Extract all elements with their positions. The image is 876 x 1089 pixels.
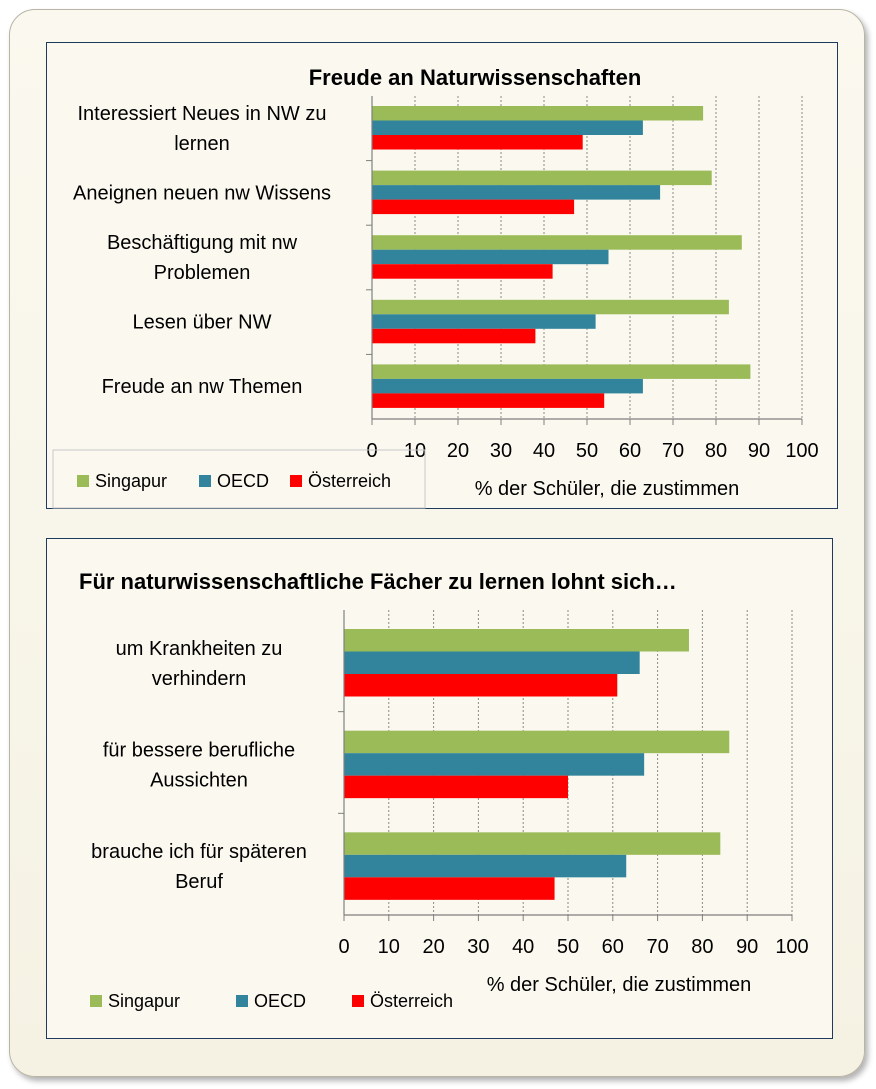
category-label: um Krankheiten zu verhindern [116, 638, 283, 690]
bar--sterreich-1 [344, 775, 568, 799]
x-tick-label: 30 [490, 440, 512, 462]
category-label: brauche ich für späteren Beruf [91, 841, 307, 893]
category-label-line: Beruf [175, 871, 223, 893]
x-tick-label: 10 [378, 936, 400, 958]
x-tick-label: 10 [404, 440, 426, 462]
x-tick-label: 70 [662, 440, 684, 462]
x-axis-label: % der Schüler, die zustimmen [487, 974, 752, 996]
bar-oecd-0 [372, 120, 643, 135]
x-tick-label: 0 [366, 440, 377, 462]
category-label: für bessere berufliche Aussichten [103, 739, 295, 791]
category-label-line: Lesen über NW [133, 312, 272, 334]
category-label-line: lernen [174, 133, 230, 155]
legend-swatch [90, 995, 102, 1007]
bar-oecd-2 [344, 854, 627, 878]
x-tick-label: 20 [422, 936, 444, 958]
category-label-line: Aneignen neuen nw Wissens [73, 182, 331, 204]
category-label-line: Beschäftigung mit nw [107, 232, 298, 254]
category-label-line: um Krankheiten zu [116, 638, 283, 660]
bar-oecd-1 [372, 185, 661, 200]
bar--sterreich-0 [344, 674, 618, 697]
bar-singapur-1 [344, 730, 730, 754]
x-tick-label: 60 [619, 440, 641, 462]
category-label-line: für bessere berufliche [103, 739, 295, 761]
legend-label: Österreich [370, 991, 453, 1011]
bar-oecd-4 [372, 378, 643, 394]
category-label-line: Freude an nw Themen [102, 376, 303, 398]
x-tick-label: 80 [705, 440, 727, 462]
bar--sterreich-2 [372, 264, 553, 279]
category-label: Beschäftigung mit nw Problemen [107, 232, 298, 284]
chart-panel-faecher: Für naturwissenschaftliche Fächer zu ler… [46, 538, 833, 1039]
x-tick-label: 20 [447, 440, 469, 462]
bar-singapur-3 [372, 299, 729, 315]
bar--sterreich-1 [372, 199, 575, 215]
category-label-line: verhindern [152, 668, 247, 690]
chart-faecher-lohnt-sich: Für naturwissenschaftliche Fächer zu ler… [79, 569, 809, 1011]
x-tick-label: 70 [646, 936, 668, 958]
category-label: Freude an nw Themen [102, 376, 303, 398]
category-label-line: Problemen [154, 262, 251, 284]
category-label: Aneignen neuen nw Wissens [73, 182, 331, 204]
legend-label: Österreich [308, 471, 391, 491]
x-tick-label: 80 [691, 936, 713, 958]
x-tick-label: 30 [467, 936, 489, 958]
x-tick-label: 40 [533, 440, 555, 462]
x-tick-label: 40 [512, 936, 534, 958]
x-axis-label: % der Schüler, die zustimmen [475, 478, 740, 500]
category-label: Interessiert Neues in NW zu lernen [78, 103, 327, 155]
bar-singapur-0 [372, 106, 704, 121]
x-tick-label: 100 [775, 936, 808, 958]
x-tick-label: 90 [736, 936, 758, 958]
bar-oecd-0 [344, 651, 640, 674]
bar-singapur-2 [372, 235, 742, 250]
chart-title: Freude an Naturwissenschaften [309, 65, 642, 90]
x-tick-label: 100 [785, 440, 818, 462]
chart-panel-freude: Freude an Naturwissenschaften Interessier… [46, 42, 838, 509]
bar--sterreich-2 [344, 877, 555, 900]
bar-oecd-3 [372, 314, 596, 329]
x-tick-label: 50 [576, 440, 598, 462]
bar-singapur-0 [344, 629, 689, 652]
x-tick-label: 90 [748, 440, 770, 462]
legend-swatch [352, 995, 364, 1007]
bar-oecd-2 [372, 249, 609, 265]
bar-singapur-1 [372, 170, 712, 186]
category-label: Lesen über NW [133, 312, 272, 334]
x-tick-label: 60 [602, 936, 624, 958]
bar-singapur-2 [344, 832, 721, 855]
bar-oecd-1 [344, 753, 645, 776]
chart-freude-an-naturwissenschaften: Freude an Naturwissenschaften Interessier… [52, 65, 819, 509]
category-label-line: Aussichten [150, 769, 248, 791]
legend-swatch [236, 995, 248, 1007]
legend-label: OECD [217, 471, 269, 491]
legend-swatch [199, 475, 211, 487]
chart-title: Für naturwissenschaftliche Fächer zu ler… [79, 569, 677, 594]
x-tick-label: 0 [338, 936, 349, 958]
bar--sterreich-0 [372, 135, 583, 150]
category-label-line: brauche ich für späteren [91, 841, 307, 863]
legend-swatch [77, 475, 89, 487]
category-label-line: Interessiert Neues in NW zu [78, 103, 327, 125]
bar-singapur-4 [372, 364, 751, 379]
legend-box [52, 449, 426, 509]
legend-label: OECD [254, 991, 306, 1011]
legend-swatch [290, 475, 302, 487]
legend-label: Singapur [95, 471, 167, 491]
x-tick-label: 50 [557, 936, 579, 958]
bar--sterreich-3 [372, 328, 536, 344]
legend-label: Singapur [108, 991, 180, 1011]
bar--sterreich-4 [372, 393, 605, 408]
